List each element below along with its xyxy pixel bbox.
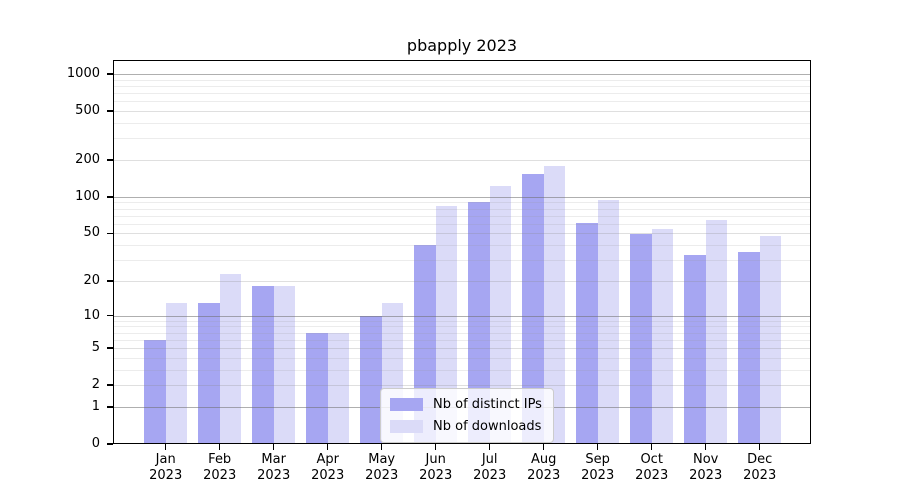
bar-distinct-ips	[306, 332, 328, 444]
x-tick-mark	[597, 444, 599, 450]
legend-label-downloads: Nb of downloads	[433, 419, 542, 434]
y-tick-mark	[107, 159, 113, 161]
y-tick-mark	[107, 406, 113, 408]
x-tick-label: Feb 2023	[203, 452, 237, 483]
x-tick-mark	[273, 444, 275, 450]
gridline-minor	[113, 138, 811, 140]
y-tick-mark	[107, 314, 113, 317]
y-tick-mark	[107, 73, 113, 75]
gridline-minor	[113, 85, 811, 87]
y-tick-label: 0	[91, 436, 100, 451]
x-tick-label: Nov 2023	[689, 452, 723, 483]
bar-distinct-ips	[198, 302, 220, 444]
x-tick-label: Sep 2023	[581, 452, 615, 483]
y-tick-label: 20	[83, 272, 100, 288]
gridline-minor	[113, 122, 811, 124]
x-tick-mark	[219, 444, 221, 450]
y-tick-label: 10	[83, 307, 100, 323]
x-tick-label: Jun 2023	[419, 452, 453, 483]
gridline-minor	[113, 101, 811, 103]
y-tick-mark	[107, 232, 113, 235]
bar-distinct-ips	[576, 222, 598, 444]
x-tick-label: Oct 2023	[635, 452, 669, 483]
bar-downloads	[489, 185, 512, 444]
bar-distinct-ips	[252, 286, 274, 444]
bar-downloads	[165, 302, 188, 444]
x-tick-mark	[381, 444, 383, 450]
bar-downloads	[597, 199, 620, 444]
y-tick-mark	[107, 280, 113, 282]
bar-downloads	[273, 286, 296, 444]
legend-swatch-downloads	[390, 420, 423, 433]
gridline-minor	[113, 93, 811, 95]
bar-distinct-ips	[522, 173, 544, 444]
y-tick-mark	[107, 347, 113, 349]
x-tick-label: Jul 2023	[473, 452, 507, 483]
chart-title: pbapply 2023	[406, 36, 518, 55]
gridline-major	[113, 74, 811, 76]
x-tick-label: Mar 2023	[257, 452, 291, 483]
bar-downloads	[219, 273, 242, 444]
x-tick-label: Dec 2023	[743, 452, 777, 483]
bar-distinct-ips	[630, 234, 652, 444]
legend: Nb of distinct IPs Nb of downloads	[380, 388, 554, 443]
bar-distinct-ips	[144, 339, 166, 444]
legend-label-distinct-ips: Nb of distinct IPs	[433, 397, 542, 412]
bar-downloads	[327, 332, 350, 444]
x-tick-mark	[327, 444, 329, 450]
bar-distinct-ips	[738, 252, 760, 444]
bar-downloads	[705, 220, 728, 444]
legend-item-distinct-ips: Nb of distinct IPs	[390, 395, 542, 414]
bar-distinct-ips	[360, 315, 382, 444]
y-tick-mark	[107, 110, 113, 112]
y-tick-label: 5	[91, 340, 100, 356]
bar-downloads	[435, 206, 458, 444]
gridline-minor	[113, 202, 811, 204]
gridline-labeled-minor	[113, 111, 811, 113]
legend-swatch-distinct-ips	[390, 398, 423, 411]
bar-distinct-ips	[684, 255, 706, 444]
bar-downloads	[759, 235, 782, 444]
gridline-labeled-minor	[113, 159, 811, 161]
bar-distinct-ips	[468, 202, 490, 444]
x-tick-label: Aug 2023	[527, 452, 561, 483]
bar-downloads	[543, 165, 566, 444]
x-tick-label: May 2023	[365, 452, 399, 483]
gridline-minor	[113, 215, 811, 217]
x-tick-mark	[543, 444, 545, 450]
legend-item-downloads: Nb of downloads	[390, 417, 542, 436]
x-tick-mark	[435, 444, 437, 450]
y-tick-mark	[107, 443, 113, 445]
y-tick-label: 1	[91, 398, 100, 414]
gridline-minor	[113, 79, 811, 81]
y-tick-label: 100	[75, 188, 100, 204]
y-tick-label: 1000	[66, 66, 100, 81]
x-tick-label: Jan 2023	[149, 452, 183, 483]
y-tick-label: 50	[83, 225, 100, 241]
gridline-major	[113, 196, 811, 199]
x-tick-mark	[705, 444, 707, 450]
y-tick-label: 200	[75, 151, 100, 167]
x-tick-label: Apr 2023	[311, 452, 345, 483]
y-tick-mark	[107, 196, 113, 198]
x-tick-mark	[489, 444, 491, 450]
y-tick-label: 2	[91, 377, 100, 393]
x-tick-mark	[759, 444, 761, 450]
x-tick-mark	[165, 444, 167, 450]
x-tick-mark	[651, 444, 653, 450]
bar-downloads	[651, 229, 674, 444]
y-tick-label: 500	[75, 103, 100, 119]
gridline-minor	[113, 208, 811, 210]
y-tick-mark	[107, 384, 113, 386]
